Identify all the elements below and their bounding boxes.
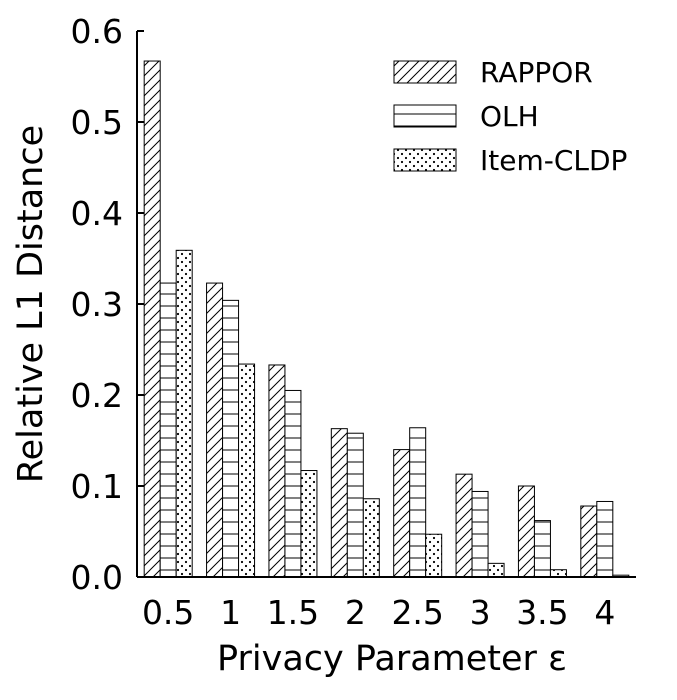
bar-rappor-2-5 [393,449,411,578]
legend-swatch-rappor [393,60,457,84]
legend-swatch-olh [393,104,457,128]
bar-olh-1 [222,299,240,578]
x-tick-label: 4 [594,593,615,632]
legend-label-olh: OLH [480,100,539,133]
y-tick-label: 0.4 [71,194,123,233]
bar-olh-3 [471,490,489,578]
y-tick-label: 0.3 [71,285,123,324]
x-tick-label: 2.5 [391,593,443,632]
y-tick-label: 0.1 [71,467,123,506]
ticks-layer: 0.0 0.1 0.2 0.3 0.4 0.5 0.6 0.5 1 1.5 2 2.5 3 3.5 4 [71,12,616,632]
legend: RAPPOR OLH Item-CLDP [393,56,627,177]
x-tick-label: 1 [220,593,241,632]
bar-rappor-1-5 [268,364,286,578]
y-tick-label: 0.6 [71,12,123,51]
bar-rappor-3 [455,473,473,578]
bar-rappor-4 [580,505,598,578]
x-tick-label: 3.5 [516,593,568,632]
x-tick-label: 1.5 [267,593,319,632]
y-tick-label: 0.2 [71,376,123,415]
x-tick-label: 2 [345,593,366,632]
bar-rappor-2 [330,428,348,578]
bar-item-cldp-3-5 [549,569,567,578]
bar-rappor-1 [206,282,224,578]
bar-item-cldp-2 [362,498,380,578]
bar-olh-2 [346,432,364,578]
legend-label-rappor: RAPPOR [480,56,593,89]
bar-item-cldp-3 [487,562,505,578]
bar-rappor-0-5 [143,60,161,578]
y-tick-label: 0.5 [71,103,123,142]
legend-swatch-item-cldp [393,148,457,172]
y-tick-label: 0.0 [71,558,123,597]
bar-item-cldp-0-5 [175,249,193,578]
bar-rappor-3-5 [517,485,535,578]
x-axis-label: Privacy Parameter ε [217,639,567,679]
y-axis-label: Relative L1 Distance [11,125,51,483]
x-tick-label: 3 [470,593,491,632]
bar-olh-1-5 [284,389,302,578]
x-tick-label: 0.5 [142,593,194,632]
bar-olh-3-5 [533,520,551,578]
bar-olh-2-5 [409,427,427,578]
legend-label-item-cldp: Item-CLDP [480,144,627,177]
bar-olh-4 [596,500,614,578]
bars-layer [143,60,630,578]
bar-item-cldp-2-5 [425,533,443,578]
bar-olh-0-5 [159,282,177,578]
bar-item-cldp-1-5 [300,470,318,578]
bar-item-cldp-1 [238,363,256,578]
